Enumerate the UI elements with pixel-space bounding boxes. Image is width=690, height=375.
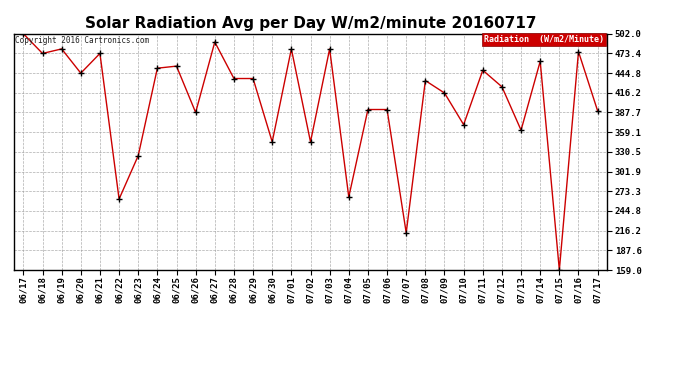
Text: Radiation  (W/m2/Minute): Radiation (W/m2/Minute)	[484, 35, 604, 44]
Text: Copyright 2016 Cartronics.com: Copyright 2016 Cartronics.com	[15, 36, 149, 45]
Title: Solar Radiation Avg per Day W/m2/minute 20160717: Solar Radiation Avg per Day W/m2/minute …	[85, 16, 536, 31]
